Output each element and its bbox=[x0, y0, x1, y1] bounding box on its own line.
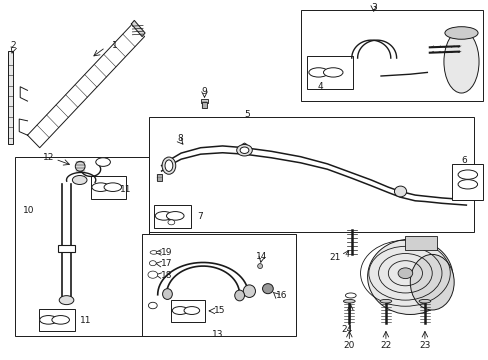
Ellipse shape bbox=[72, 176, 87, 184]
Ellipse shape bbox=[418, 300, 430, 303]
Ellipse shape bbox=[409, 255, 453, 310]
Ellipse shape bbox=[262, 284, 273, 294]
Text: 1: 1 bbox=[112, 41, 118, 50]
Ellipse shape bbox=[162, 289, 172, 300]
Bar bbox=[149, 117, 473, 232]
Bar bbox=[58, 245, 75, 252]
Ellipse shape bbox=[444, 27, 477, 39]
Circle shape bbox=[167, 220, 174, 225]
Text: 8: 8 bbox=[177, 134, 183, 143]
Ellipse shape bbox=[155, 212, 172, 220]
Ellipse shape bbox=[104, 183, 122, 192]
Ellipse shape bbox=[150, 251, 157, 254]
Ellipse shape bbox=[59, 296, 74, 305]
Ellipse shape bbox=[166, 212, 183, 220]
Polygon shape bbox=[131, 21, 145, 37]
Text: 5: 5 bbox=[244, 110, 249, 119]
Bar bbox=[306, 56, 352, 89]
Ellipse shape bbox=[52, 316, 69, 324]
Ellipse shape bbox=[308, 68, 328, 77]
Ellipse shape bbox=[394, 186, 406, 197]
Ellipse shape bbox=[236, 144, 252, 156]
Text: 23: 23 bbox=[418, 341, 430, 350]
Text: 15: 15 bbox=[214, 306, 225, 315]
Text: 12: 12 bbox=[43, 153, 54, 162]
Text: 21: 21 bbox=[328, 253, 340, 262]
Bar bbox=[8, 51, 13, 144]
Text: 13: 13 bbox=[211, 330, 223, 339]
Ellipse shape bbox=[257, 264, 262, 269]
Text: 14: 14 bbox=[255, 252, 267, 261]
Text: 16: 16 bbox=[276, 291, 287, 300]
Ellipse shape bbox=[75, 161, 85, 171]
Text: 24: 24 bbox=[341, 325, 352, 334]
Bar bbox=[157, 174, 161, 181]
Ellipse shape bbox=[457, 180, 477, 189]
Polygon shape bbox=[27, 24, 144, 148]
Ellipse shape bbox=[343, 300, 354, 303]
Bar bbox=[39, 309, 75, 331]
Ellipse shape bbox=[367, 239, 452, 315]
Circle shape bbox=[397, 268, 412, 279]
Ellipse shape bbox=[162, 157, 175, 174]
Bar bbox=[201, 99, 207, 103]
Bar bbox=[405, 235, 436, 250]
Bar bbox=[451, 164, 483, 200]
Text: 6: 6 bbox=[460, 157, 466, 166]
Ellipse shape bbox=[234, 290, 244, 301]
Ellipse shape bbox=[243, 285, 255, 297]
Ellipse shape bbox=[345, 293, 355, 298]
Ellipse shape bbox=[443, 30, 478, 93]
Ellipse shape bbox=[164, 160, 172, 171]
Ellipse shape bbox=[457, 170, 477, 179]
Ellipse shape bbox=[40, 316, 57, 324]
Ellipse shape bbox=[183, 307, 199, 315]
Ellipse shape bbox=[149, 261, 156, 266]
Ellipse shape bbox=[240, 147, 248, 153]
Circle shape bbox=[148, 271, 158, 278]
Text: 2: 2 bbox=[10, 41, 16, 50]
Bar bbox=[300, 10, 483, 101]
Text: 4: 4 bbox=[317, 82, 322, 91]
Bar bbox=[15, 157, 149, 336]
Ellipse shape bbox=[92, 183, 109, 192]
Text: 10: 10 bbox=[22, 206, 34, 215]
Text: 7: 7 bbox=[196, 212, 202, 221]
Ellipse shape bbox=[379, 300, 391, 303]
Bar bbox=[154, 205, 190, 228]
Text: 18: 18 bbox=[160, 271, 172, 280]
Bar bbox=[171, 300, 204, 321]
Ellipse shape bbox=[148, 302, 157, 309]
Bar bbox=[202, 102, 206, 108]
Ellipse shape bbox=[323, 68, 342, 77]
Ellipse shape bbox=[96, 158, 110, 166]
Text: 11: 11 bbox=[80, 316, 92, 325]
Text: 19: 19 bbox=[160, 248, 172, 257]
Text: 22: 22 bbox=[380, 341, 391, 350]
Text: 9: 9 bbox=[201, 86, 207, 95]
Bar bbox=[142, 234, 295, 336]
Text: 3: 3 bbox=[370, 3, 376, 12]
Text: 20: 20 bbox=[343, 341, 354, 350]
Bar bbox=[91, 176, 126, 199]
Ellipse shape bbox=[172, 307, 187, 315]
Ellipse shape bbox=[156, 251, 161, 254]
Text: 17: 17 bbox=[160, 260, 172, 269]
Text: 11: 11 bbox=[120, 185, 131, 194]
